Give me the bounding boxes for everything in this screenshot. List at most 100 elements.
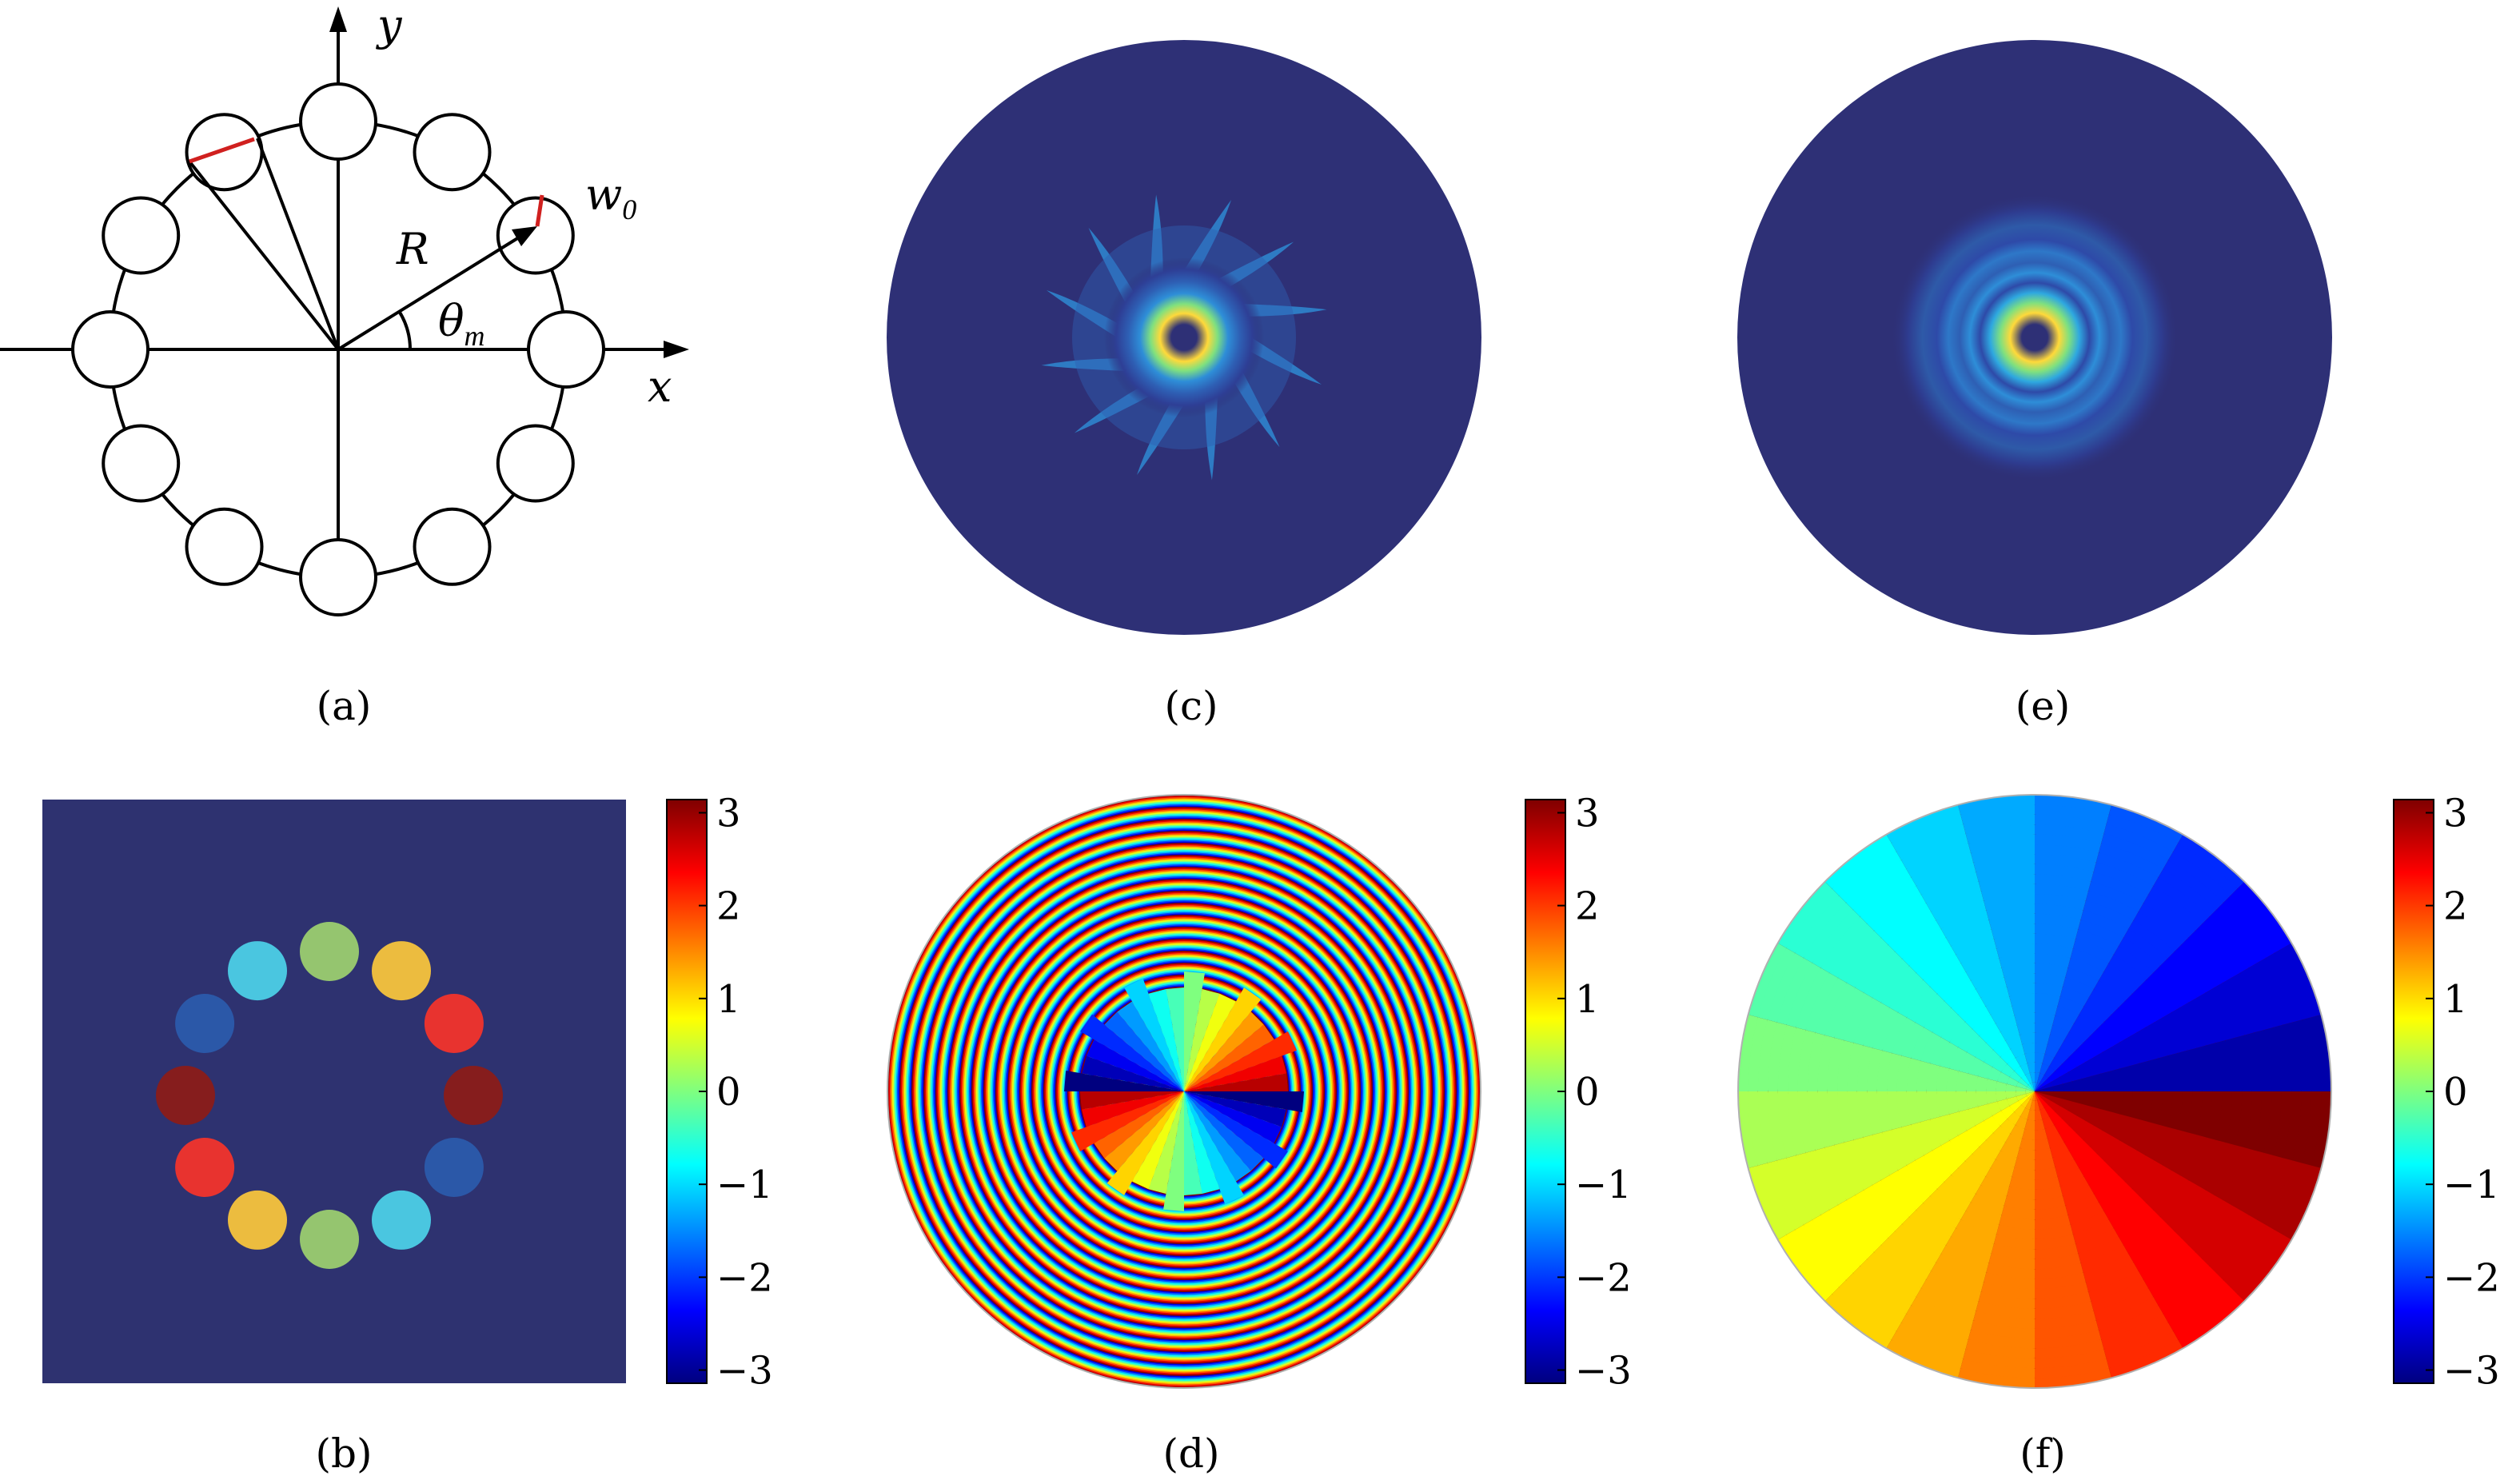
spiral-segment <box>2311 1015 2331 1091</box>
phase-disk-outline-d <box>887 794 1481 1389</box>
spiral-segment <box>2059 1126 2076 1143</box>
spiral-segment <box>2273 1024 2292 1091</box>
spiral-segment <box>2007 983 2035 997</box>
spiral-segment <box>1956 1091 1969 1112</box>
spiral-segment <box>1996 1091 2007 1102</box>
spiral-segment <box>2026 1091 2035 1096</box>
spiral-segment <box>2083 1125 2103 1147</box>
spiral-segment <box>2035 1091 2043 1099</box>
spiral-segment <box>1889 1170 1924 1211</box>
spiral-segment <box>1988 1253 2035 1270</box>
spiral-segment <box>2049 1057 2063 1071</box>
spiral-segment <box>2104 1015 2129 1043</box>
spiral-segment <box>2093 980 2126 1008</box>
spiral-segment <box>2083 1254 2134 1283</box>
spiral-segment <box>1931 1262 1984 1292</box>
spiral-segment <box>2119 1037 2139 1067</box>
spiral-segment <box>2009 1071 2022 1083</box>
spiral-segment <box>2014 1066 2026 1079</box>
spiral-segment <box>2119 1116 2139 1146</box>
spiral-segment <box>2074 1147 2098 1168</box>
spiral-segment <box>1937 1182 1971 1211</box>
spiral-segment <box>2047 1133 2064 1148</box>
spiral-segment <box>2163 1273 2223 1323</box>
spiral-segment <box>1984 1115 2000 1133</box>
spiral-segment <box>1984 894 2035 911</box>
spiral-segment <box>2158 868 2217 917</box>
spiral-segment <box>1832 1287 1896 1340</box>
vortex-sector <box>1184 1091 1244 1204</box>
spiral-segment <box>1940 1042 1959 1069</box>
spiral-segment <box>1777 1235 1832 1302</box>
spiral-segment <box>1971 1320 2035 1338</box>
spiral-segment <box>2032 1082 2035 1091</box>
spiral-segment <box>2083 1161 2111 1186</box>
spiral-segment <box>2063 977 2094 998</box>
beamlet-circle <box>527 310 605 389</box>
spiral-segment <box>2047 1035 2064 1050</box>
radius-vector-arrowhead <box>512 226 537 246</box>
spiral-segment <box>2018 1078 2028 1087</box>
vortex-sector <box>1080 1091 1184 1110</box>
spiral-segment <box>2266 952 2303 1023</box>
spiral-segment <box>2099 971 2132 1001</box>
spiral-petal <box>1242 304 1327 317</box>
spiral-segment <box>1979 1139 2001 1159</box>
spiral-segment <box>2163 1012 2187 1054</box>
spiral-segment <box>2083 997 2111 1022</box>
vortex-sector <box>1184 1091 1304 1112</box>
spiral-segment <box>2035 913 2081 930</box>
spiral-segment <box>1916 862 1976 895</box>
spiral-segment <box>1839 852 1902 903</box>
spiral-segment <box>1991 1243 2035 1259</box>
spiral-segment <box>2160 1180 2198 1224</box>
spiral-segment <box>1920 1279 1979 1311</box>
spiral-segment <box>1837 931 1881 983</box>
spiral-segment <box>1946 1068 1960 1091</box>
spiral-segment <box>1996 1081 2007 1091</box>
spiral-segment <box>1958 1161 1986 1186</box>
spiral-segment <box>2153 877 2210 924</box>
spiral-segment <box>2079 1006 2104 1029</box>
spiral-petal <box>1205 395 1218 481</box>
y-axis-label: y <box>376 0 403 50</box>
spiral-segment <box>2075 929 2119 955</box>
spiral-segment <box>1986 1091 1998 1104</box>
spiral-segment <box>1965 824 2035 844</box>
beamlet-circle <box>413 507 492 586</box>
spiral-segment <box>1786 1155 1821 1220</box>
spiral-segment <box>2035 1368 2111 1388</box>
spiral-segment <box>2027 1110 2035 1121</box>
spiral-segment <box>1738 1091 1758 1168</box>
spiral-segment <box>2085 1107 2101 1126</box>
spiral-segment <box>2035 884 2089 901</box>
spiral-segment <box>2209 1215 2258 1274</box>
spiral-segment <box>2063 1132 2083 1151</box>
spiral-segment <box>2059 987 2089 1007</box>
spiral-segment <box>2000 1063 2015 1077</box>
spiral-segment <box>2254 1030 2272 1091</box>
spiral-segment <box>2311 1091 2331 1168</box>
spiral-segment <box>1968 1330 2035 1349</box>
spiral-segment <box>2094 1051 2111 1074</box>
spiral-segment <box>1916 1203 1956 1237</box>
panel-a-beam-layout-diagram: y x R θm w0 (a) <box>0 0 689 729</box>
spiral-segment <box>1931 891 1984 921</box>
spiral-segment <box>2202 916 2249 973</box>
spiral-segment <box>2132 987 2163 1023</box>
spiral-segment <box>1949 1135 1972 1161</box>
vortex-sector <box>1106 1091 1184 1195</box>
spiral-segment <box>1853 997 1881 1046</box>
phase-spiral-f <box>1738 795 2331 1388</box>
caption-d: (d) <box>1162 1430 1219 1477</box>
spiral-segment <box>2081 1091 2094 1107</box>
spiral-segment <box>2051 1076 2063 1087</box>
spiral-segment <box>1886 804 1961 844</box>
spiral-segment <box>2171 1007 2197 1051</box>
colorbar-tick-label: 0 <box>1575 1070 1600 1115</box>
spiral-segment <box>1820 916 1868 973</box>
spiral-segment <box>2024 1052 2035 1063</box>
spiral-segment <box>2042 1082 2053 1089</box>
spiral-segment <box>2067 1202 2104 1225</box>
spiral-segment <box>1824 1145 1856 1200</box>
